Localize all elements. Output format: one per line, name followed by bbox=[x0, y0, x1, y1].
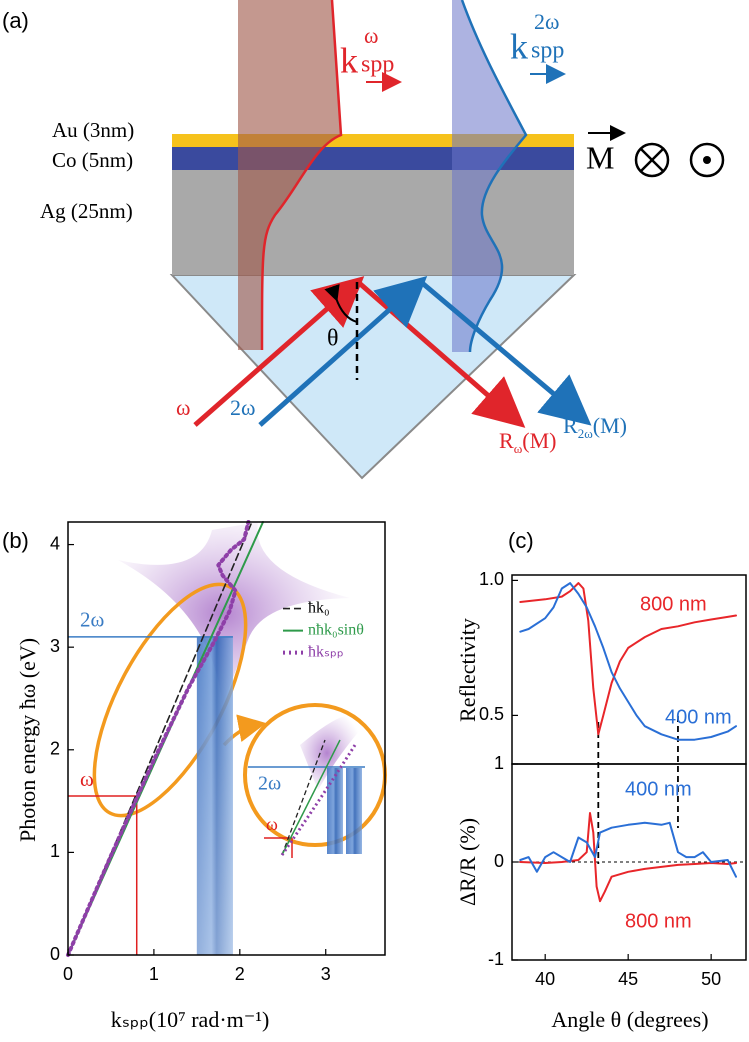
y-axis-label: ΔR/R (%) bbox=[455, 818, 480, 906]
y-tick-label: 1 bbox=[494, 753, 504, 773]
incident-beam-omega bbox=[193, 276, 365, 427]
y-axis-label: Reflectivity bbox=[455, 618, 480, 722]
plot-frame bbox=[67, 521, 386, 956]
plot: 1.0 0.5 (c) Reflectivity 800 nm 400 nm bbox=[455, 528, 747, 864]
label-part: (M) bbox=[522, 428, 556, 453]
out-of-page-symbol bbox=[689, 142, 725, 178]
beam-label: ω bbox=[176, 395, 190, 420]
x-axis-label: Angle θ (degrees) bbox=[551, 1007, 708, 1032]
reflected-label: Rω(M) bbox=[499, 428, 556, 456]
field-profile-omega bbox=[238, 0, 341, 350]
field-curve-2omega bbox=[460, 0, 528, 353]
y-tick-label: 2 bbox=[50, 739, 60, 759]
magnetization-label: M bbox=[586, 139, 614, 175]
plot: 2ω ω 0 1 2 3 0 1 2 3 4 (b) Photon energy ħω (eV) kₛₚₚ… bbox=[2, 520, 386, 1032]
x-axis-label: kₛₚₚ(10⁷ rad·m⁻¹) bbox=[111, 1007, 270, 1032]
label-part: R bbox=[563, 413, 578, 438]
legend-label: nħk₀sinθ bbox=[308, 621, 364, 638]
x-tick-label: 45 bbox=[618, 969, 638, 989]
label-part: R bbox=[499, 428, 514, 453]
ag-layer bbox=[172, 170, 574, 275]
x-tick-label: 50 bbox=[701, 969, 721, 989]
panel-label: (b) bbox=[2, 528, 29, 553]
k-label-sup: ω bbox=[364, 23, 378, 48]
panel-label: (c) bbox=[508, 528, 534, 553]
y-tick-label: 4 bbox=[50, 533, 60, 553]
layer-label: Co (5nm) bbox=[52, 148, 133, 172]
field-profile-2omega bbox=[452, 0, 526, 352]
layer-label: Au (3nm) bbox=[52, 118, 134, 142]
plot-frame bbox=[511, 574, 747, 765]
y-tick-label: 3 bbox=[50, 636, 60, 656]
legend-label: ħkₛₚₚ bbox=[308, 643, 344, 660]
reflected-label: R2ω(M) bbox=[563, 413, 627, 441]
incident-beam-2omega bbox=[258, 276, 428, 427]
series-line bbox=[519, 582, 737, 736]
series-line bbox=[519, 812, 737, 903]
k-label: k bbox=[510, 26, 528, 66]
inset-label: ω bbox=[266, 814, 278, 834]
series-line bbox=[66, 520, 251, 957]
y-tick-label: 0 bbox=[50, 944, 60, 964]
panel-a: (a) θ ω 2ω Rω(M) R2ω(M) k ω spp k 2ω spp… bbox=[2, 0, 725, 480]
k-label-sub: spp bbox=[361, 52, 394, 78]
k-label: k bbox=[340, 40, 358, 80]
band-fade bbox=[196, 636, 233, 955]
series-label: 800 nm bbox=[640, 593, 707, 615]
k-label-sup: 2ω bbox=[534, 9, 559, 34]
x-tick-label: 1 bbox=[149, 964, 159, 984]
y-tick-label: -1 bbox=[488, 949, 504, 969]
series-line bbox=[519, 582, 737, 741]
series-line bbox=[519, 821, 737, 878]
label-part: ω bbox=[514, 441, 523, 456]
inset: 2ω ω bbox=[243, 703, 387, 858]
beam-label: 2ω bbox=[230, 395, 255, 420]
series-label: 400 nm bbox=[625, 778, 692, 800]
y-axis-label: Photon energy ħω (eV) bbox=[15, 638, 40, 842]
angle-arc bbox=[324, 284, 358, 323]
y-tick-label: 0 bbox=[494, 851, 504, 871]
label-part: 2ω bbox=[578, 426, 594, 441]
series-label: 400 nm bbox=[665, 706, 732, 728]
series-label: 800 nm bbox=[625, 910, 692, 932]
x-tick-label: 3 bbox=[321, 964, 331, 984]
k-label-sub: spp bbox=[531, 38, 564, 64]
x-tick-label: 0 bbox=[63, 964, 73, 984]
y-tick-label: 0.5 bbox=[479, 704, 504, 724]
y-tick-label: 1 bbox=[50, 841, 60, 861]
layer-label: Ag (25nm) bbox=[40, 199, 133, 223]
field-curve-omega bbox=[260, 0, 343, 351]
x-tick-label: 2 bbox=[235, 964, 245, 984]
reflected-beam-2omega bbox=[419, 280, 592, 426]
into-page-symbol bbox=[634, 142, 670, 178]
angle-label: θ bbox=[327, 326, 339, 352]
inset-label: 2ω bbox=[258, 773, 281, 795]
y-tick-label: 1.0 bbox=[479, 569, 504, 589]
x-tick-label: 40 bbox=[535, 969, 555, 989]
plot: 40 45 50 1 0 -1 ΔR/R (%) Angle θ (degrees) 800 n… bbox=[455, 753, 747, 1032]
label-part: (M) bbox=[593, 413, 627, 438]
panel-label: (a) bbox=[2, 8, 29, 33]
legend-label: ħk₀ bbox=[308, 599, 330, 616]
annotation: ω bbox=[80, 767, 94, 791]
spp-broadening bbox=[118, 522, 350, 705]
annotation: 2ω bbox=[80, 608, 104, 632]
